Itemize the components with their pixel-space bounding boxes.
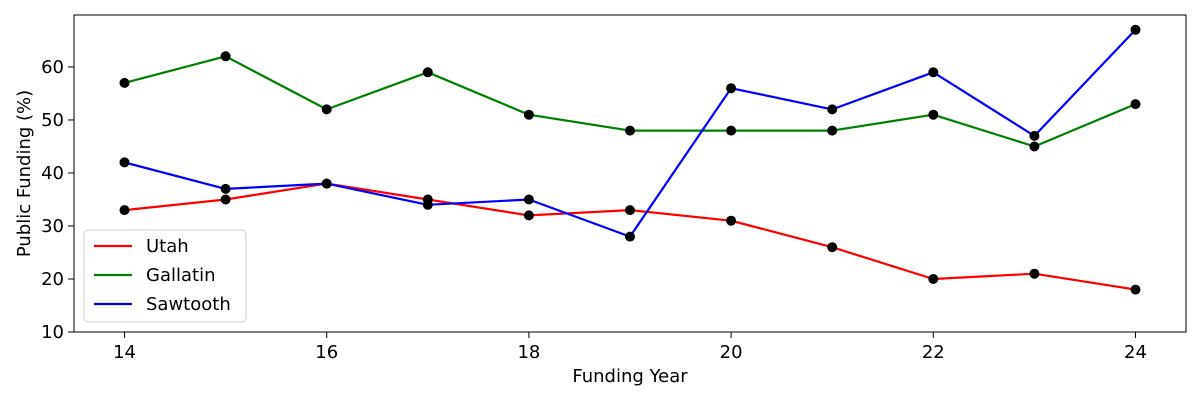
data-point-utah: [1130, 284, 1141, 295]
x-tick-label: 14: [113, 342, 136, 363]
x-tick-label: 22: [922, 342, 945, 363]
y-tick-label: 50: [41, 110, 64, 131]
y-axis-label: Public Funding (%): [14, 90, 35, 257]
legend-label-sawtooth: Sawtooth: [146, 294, 231, 315]
data-point-gallatin: [726, 125, 737, 136]
x-tick-label: 20: [720, 342, 743, 363]
data-point-sawtooth: [422, 199, 433, 210]
data-point-utah: [119, 205, 130, 216]
data-point-gallatin: [827, 125, 838, 136]
data-point-gallatin: [119, 77, 130, 88]
data-point-utah: [220, 194, 231, 205]
legend: Utah Gallatin Sawtooth: [83, 229, 247, 323]
data-point-utah: [523, 210, 534, 221]
data-point-gallatin: [1029, 141, 1040, 152]
x-tick-label: 16: [315, 342, 338, 363]
legend-label-utah: Utah: [146, 236, 189, 257]
data-point-sawtooth: [119, 157, 130, 168]
data-point-gallatin: [928, 109, 939, 120]
legend-frame: [83, 229, 247, 323]
data-point-utah: [928, 274, 939, 284]
y-tick-label: 30: [41, 216, 64, 237]
plot-frame: [73, 14, 1187, 333]
data-point-gallatin: [625, 125, 635, 136]
plot-background: [74, 15, 1186, 332]
data-point-sawtooth: [1029, 130, 1040, 141]
data-point-utah: [1029, 268, 1040, 279]
data-point-sawtooth: [1130, 24, 1141, 35]
data-point-gallatin: [422, 67, 433, 78]
y-tick-label: 60: [41, 57, 64, 78]
data-point-utah: [726, 215, 737, 226]
data-point-sawtooth: [726, 83, 737, 94]
data-point-sawtooth: [928, 67, 939, 78]
data-point-gallatin: [523, 109, 534, 120]
data-point-sawtooth: [827, 104, 838, 115]
data-point-sawtooth: [523, 194, 534, 205]
marker-layer: [119, 24, 1141, 295]
data-point-gallatin: [321, 104, 332, 115]
data-point-utah: [625, 205, 635, 216]
data-point-gallatin: [220, 51, 231, 62]
x-axis: 14 16 18 20 22 24: [113, 332, 1147, 363]
x-tick-label: 24: [1124, 342, 1147, 363]
y-axis: 10 20 30 40 50 60: [41, 57, 74, 343]
data-point-sawtooth: [625, 231, 635, 242]
data-point-sawtooth: [220, 183, 231, 194]
data-point-gallatin: [1130, 99, 1141, 110]
x-axis-label: Funding Year: [572, 366, 688, 387]
y-tick-label: 40: [41, 163, 64, 184]
x-tick-label: 18: [517, 342, 540, 363]
data-point-sawtooth: [321, 178, 332, 189]
y-tick-label: 20: [41, 269, 64, 290]
legend-label-gallatin: Gallatin: [146, 265, 215, 286]
y-tick-label: 10: [41, 322, 64, 343]
data-point-utah: [827, 242, 838, 253]
